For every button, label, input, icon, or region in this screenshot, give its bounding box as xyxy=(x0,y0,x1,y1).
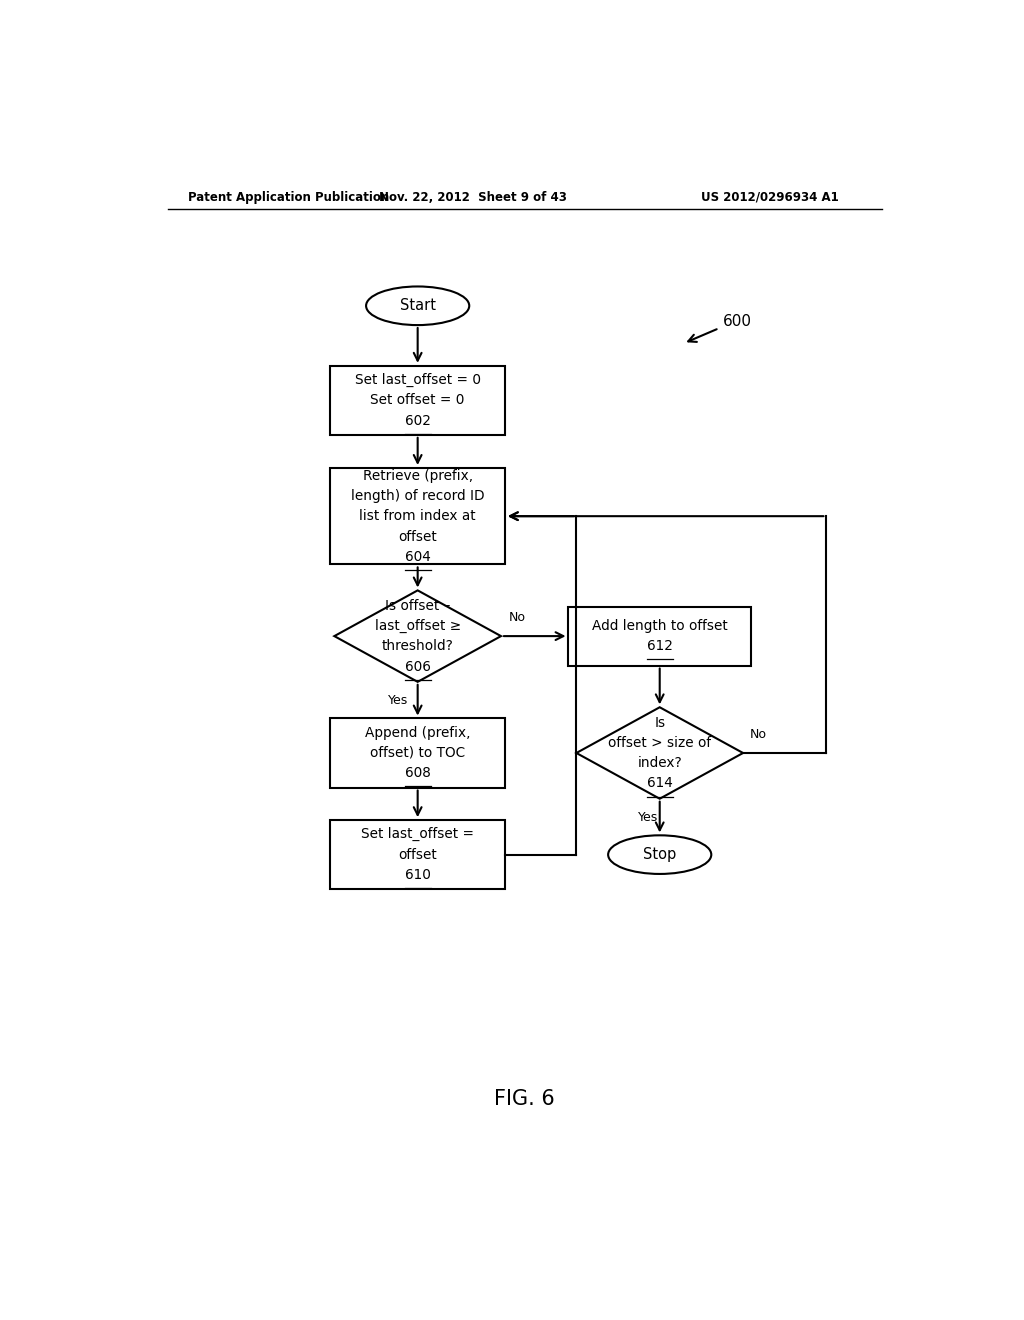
Text: 606: 606 xyxy=(404,660,431,673)
Text: offset) to TOC: offset) to TOC xyxy=(370,746,465,760)
Ellipse shape xyxy=(367,286,469,325)
Text: Append (prefix,: Append (prefix, xyxy=(365,726,470,739)
Text: Set offset = 0: Set offset = 0 xyxy=(371,393,465,408)
Text: index?: index? xyxy=(637,756,682,770)
Text: threshold?: threshold? xyxy=(382,639,454,653)
Text: 612: 612 xyxy=(647,639,673,653)
Text: Retrieve (prefix,: Retrieve (prefix, xyxy=(362,469,473,483)
Text: 604: 604 xyxy=(404,550,431,564)
Text: Nov. 22, 2012  Sheet 9 of 43: Nov. 22, 2012 Sheet 9 of 43 xyxy=(379,190,567,203)
Bar xyxy=(331,467,505,565)
Text: offset: offset xyxy=(398,847,437,862)
Text: offset > size of: offset > size of xyxy=(608,735,712,750)
Bar xyxy=(331,718,505,788)
Text: Start: Start xyxy=(399,298,435,313)
Text: No: No xyxy=(509,611,526,624)
Text: Set last_offset =: Set last_offset = xyxy=(361,828,474,841)
Text: 614: 614 xyxy=(647,776,673,791)
Polygon shape xyxy=(577,708,743,799)
Text: list from index at: list from index at xyxy=(359,510,476,523)
Text: 610: 610 xyxy=(404,869,431,882)
Ellipse shape xyxy=(608,836,712,874)
Text: Set last_offset = 0: Set last_offset = 0 xyxy=(354,374,480,387)
Text: Is: Is xyxy=(654,715,666,730)
Text: Add length to offset: Add length to offset xyxy=(592,619,728,634)
Text: Yes: Yes xyxy=(388,694,408,708)
Text: Stop: Stop xyxy=(643,847,676,862)
Text: Yes: Yes xyxy=(638,810,658,824)
Text: 602: 602 xyxy=(404,413,431,428)
Text: Patent Application Publication: Patent Application Publication xyxy=(187,190,389,203)
Text: last_offset ≥: last_offset ≥ xyxy=(375,619,461,634)
Text: US 2012/0296934 A1: US 2012/0296934 A1 xyxy=(700,190,839,203)
Text: 600: 600 xyxy=(723,314,753,329)
Bar xyxy=(331,820,505,890)
Bar xyxy=(331,366,505,434)
Polygon shape xyxy=(334,590,501,682)
Text: No: No xyxy=(750,727,766,741)
Text: length) of record ID: length) of record ID xyxy=(351,488,484,503)
Text: FIG. 6: FIG. 6 xyxy=(495,1089,555,1109)
Bar xyxy=(568,607,751,665)
Text: offset: offset xyxy=(398,529,437,544)
Text: Is offset –: Is offset – xyxy=(385,598,451,612)
Text: 608: 608 xyxy=(404,767,431,780)
